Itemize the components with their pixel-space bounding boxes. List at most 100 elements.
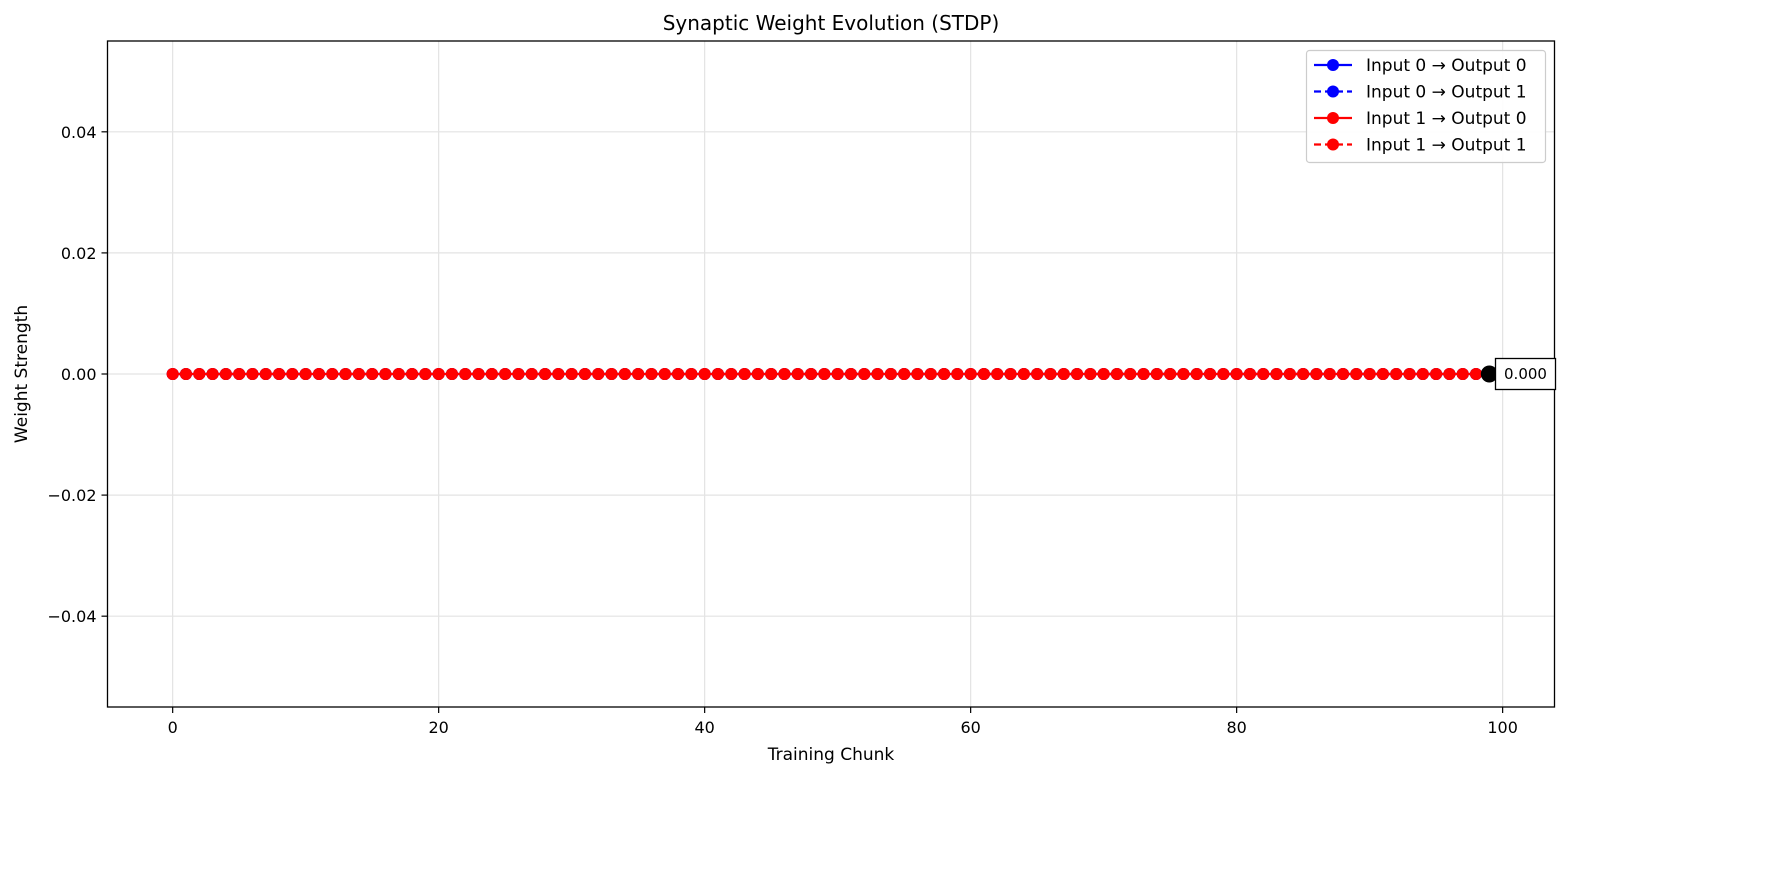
data-point bbox=[991, 368, 1004, 380]
data-point bbox=[1071, 368, 1084, 380]
data-point bbox=[1390, 368, 1403, 380]
value-annotation: 0.000 bbox=[1494, 357, 1557, 391]
data-point bbox=[924, 368, 937, 380]
data-point bbox=[1430, 368, 1443, 380]
data-point bbox=[366, 368, 379, 380]
data-point bbox=[539, 368, 552, 380]
data-point bbox=[1017, 368, 1030, 380]
legend-label: Input 0 → Output 1 bbox=[1366, 83, 1527, 103]
data-point bbox=[352, 368, 365, 380]
data-point bbox=[818, 368, 831, 380]
legend-entry: Input 0 → Output 0 bbox=[1314, 56, 1527, 76]
data-point bbox=[326, 368, 339, 380]
data-point bbox=[578, 368, 591, 380]
data-point bbox=[1470, 368, 1483, 380]
data-point bbox=[938, 368, 951, 380]
y-axis-ticks: −0.04 −0.02 0.00 0.02 0.04 bbox=[47, 123, 108, 626]
data-point bbox=[711, 368, 724, 380]
data-point bbox=[1270, 368, 1283, 380]
data-point bbox=[1456, 368, 1469, 380]
data-point bbox=[765, 368, 778, 380]
data-point bbox=[1190, 368, 1203, 380]
legend-marker bbox=[1327, 59, 1339, 71]
data-point bbox=[432, 368, 445, 380]
data-point bbox=[259, 368, 272, 380]
data-point bbox=[339, 368, 352, 380]
data-point bbox=[911, 368, 924, 380]
data-point bbox=[1177, 368, 1190, 380]
data-point bbox=[512, 368, 525, 380]
data-point bbox=[1297, 368, 1310, 380]
data-point bbox=[392, 368, 405, 380]
y-tick-label: 0.02 bbox=[61, 244, 97, 263]
data-point bbox=[472, 368, 485, 380]
x-axis-ticks: 0 20 40 60 80 100 bbox=[168, 707, 1518, 737]
data-point bbox=[1350, 368, 1363, 380]
highlight-layer bbox=[1480, 365, 1498, 383]
data-point bbox=[179, 368, 192, 380]
x-tick-label: 80 bbox=[1226, 718, 1246, 737]
data-point bbox=[645, 368, 658, 380]
annotation-box bbox=[1494, 357, 1557, 391]
x-tick-label: 40 bbox=[694, 718, 714, 737]
data-point bbox=[525, 368, 538, 380]
data-point bbox=[1110, 368, 1123, 380]
data-point bbox=[1243, 368, 1256, 380]
legend: Input 0 → Output 0 Input 0 → Output 1 Inpu… bbox=[1305, 49, 1547, 164]
legend-entries: Input 0 → Output 0 Input 0 → Output 1 Inpu… bbox=[1314, 56, 1527, 156]
data-point bbox=[1310, 368, 1323, 380]
data-point bbox=[858, 368, 871, 380]
data-point bbox=[871, 368, 884, 380]
data-point bbox=[246, 368, 259, 380]
data-point bbox=[1376, 368, 1389, 380]
data-point bbox=[552, 368, 565, 380]
data-point bbox=[419, 368, 432, 380]
data-point bbox=[1044, 368, 1057, 380]
data-point bbox=[1057, 368, 1070, 380]
x-tick-label: 20 bbox=[428, 718, 448, 737]
annotation-text: 0.000 bbox=[1504, 365, 1547, 383]
data-point bbox=[1084, 368, 1097, 380]
data-point bbox=[1124, 368, 1137, 380]
data-point bbox=[951, 368, 964, 380]
data-point bbox=[751, 368, 764, 380]
legend-marker bbox=[1327, 138, 1339, 151]
x-tick-label: 60 bbox=[960, 718, 980, 737]
y-tick-label: −0.04 bbox=[47, 607, 96, 626]
plot-series bbox=[166, 368, 1496, 380]
data-point bbox=[1443, 368, 1456, 380]
data-point bbox=[379, 368, 392, 380]
data-point bbox=[233, 368, 246, 380]
data-point bbox=[499, 368, 512, 380]
legend-marker bbox=[1327, 112, 1339, 124]
data-point bbox=[219, 368, 232, 380]
data-point bbox=[1204, 368, 1217, 380]
data-point bbox=[632, 368, 645, 380]
data-point bbox=[485, 368, 498, 380]
x-axis-label: Training Chunk bbox=[767, 745, 895, 765]
y-tick-label: −0.02 bbox=[47, 486, 96, 505]
data-point bbox=[1363, 368, 1376, 380]
x-tick-label: 100 bbox=[1487, 718, 1518, 737]
data-point bbox=[725, 368, 738, 380]
data-point bbox=[805, 368, 818, 380]
highlight-point bbox=[1480, 365, 1498, 383]
data-point bbox=[1164, 368, 1177, 380]
legend-label: Input 1 → Output 1 bbox=[1366, 136, 1527, 156]
data-point bbox=[977, 368, 990, 380]
data-point bbox=[618, 368, 631, 380]
data-point bbox=[1416, 368, 1429, 380]
data-point bbox=[791, 368, 804, 380]
data-point bbox=[844, 368, 857, 380]
data-point bbox=[685, 368, 698, 380]
legend-entry: Input 1 → Output 0 bbox=[1314, 109, 1527, 129]
data-point bbox=[605, 368, 618, 380]
data-point bbox=[286, 368, 299, 380]
data-point bbox=[312, 368, 325, 380]
data-point bbox=[166, 368, 179, 380]
data-point bbox=[1150, 368, 1163, 380]
data-point bbox=[658, 368, 671, 380]
data-point bbox=[778, 368, 791, 380]
data-point bbox=[738, 368, 751, 380]
legend-entry: Input 0 → Output 1 bbox=[1314, 83, 1527, 103]
